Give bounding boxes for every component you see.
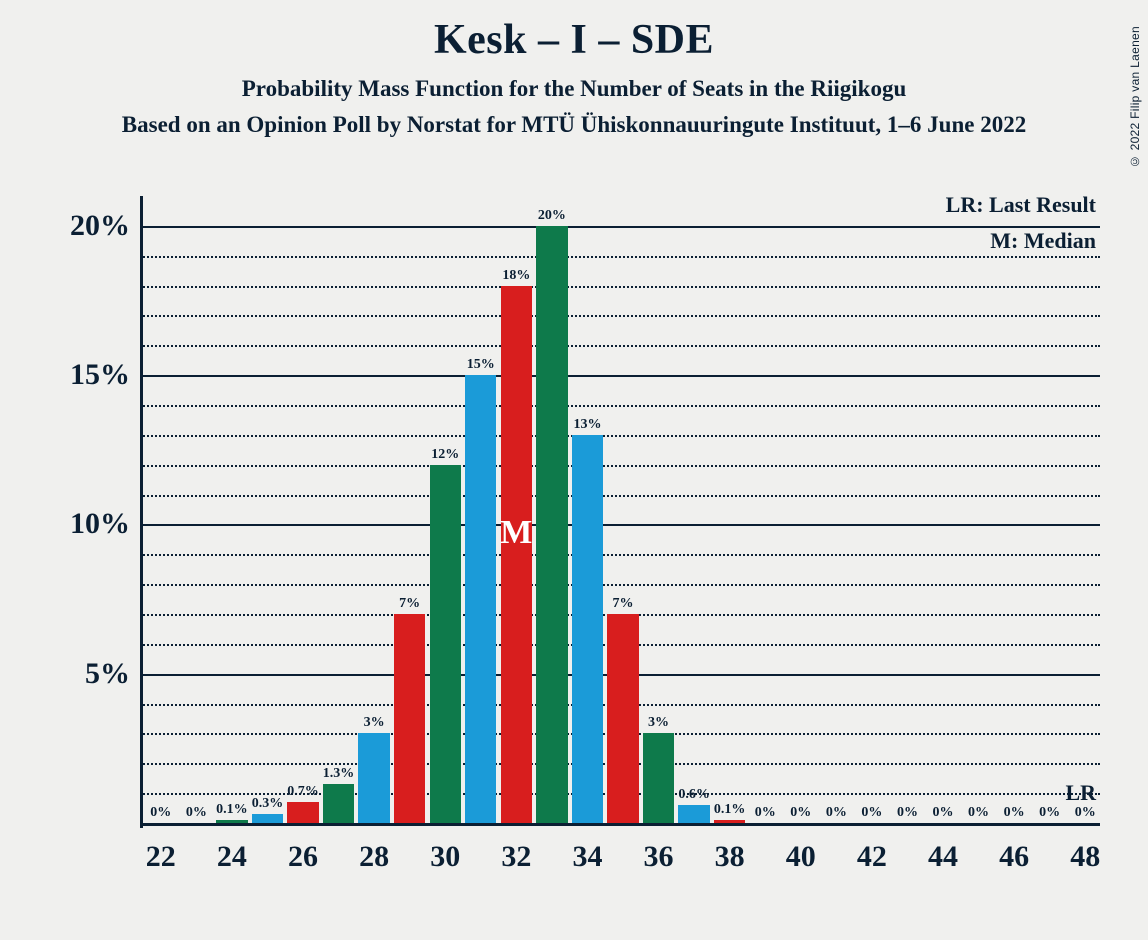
bar-value-label: 0% <box>826 805 847 821</box>
x-tick-label: 26 <box>288 840 318 874</box>
bar-value-label: 12% <box>431 447 459 463</box>
chart-title: Kesk – I – SDE <box>0 16 1148 64</box>
x-tick-label: 22 <box>146 840 176 874</box>
bar <box>287 802 318 823</box>
bar-value-label: 18% <box>502 268 530 284</box>
gridline-minor <box>140 584 1100 586</box>
gridline-minor <box>140 286 1100 288</box>
bar-value-label: 0% <box>186 805 207 821</box>
x-tick-label: 48 <box>1070 840 1100 874</box>
x-tick-label: 28 <box>359 840 389 874</box>
bar-value-label: 7% <box>399 596 420 612</box>
legend-lr-short: LR <box>1065 780 1096 806</box>
bar-value-label: 15% <box>467 357 495 373</box>
bar-value-label: 0.1% <box>216 802 248 818</box>
x-tick-label: 40 <box>786 840 816 874</box>
bar <box>536 226 567 823</box>
y-tick-label: 20% <box>40 209 130 243</box>
gridline-minor <box>140 495 1100 497</box>
bar <box>358 733 389 823</box>
legend-lr-full: LR: Last Result <box>946 192 1096 218</box>
bar-value-label: 0% <box>861 805 882 821</box>
x-tick-label: 46 <box>999 840 1029 874</box>
bar-value-label: 7% <box>613 596 634 612</box>
bar <box>678 805 709 823</box>
gridline-minor <box>140 256 1100 258</box>
gridline-minor <box>140 315 1100 317</box>
gridline-major <box>140 375 1100 377</box>
chart-subtitle2: Based on an Opinion Poll by Norstat for … <box>0 112 1148 138</box>
bar <box>252 814 283 823</box>
bar <box>572 435 603 823</box>
gridline-minor <box>140 554 1100 556</box>
bar-value-label: 1.3% <box>323 766 355 782</box>
legend-m-full: M: Median <box>990 228 1096 254</box>
bar-value-label: 0.3% <box>252 796 284 812</box>
bar <box>501 286 532 823</box>
x-tick-label: 38 <box>715 840 745 874</box>
bar-value-label: 0% <box>897 805 918 821</box>
bar <box>430 465 461 823</box>
x-tick-label: 44 <box>928 840 958 874</box>
bar-value-label: 3% <box>648 715 669 731</box>
bar <box>714 820 745 823</box>
bar-value-label: 0% <box>1039 805 1060 821</box>
bar-value-label: 13% <box>573 417 601 433</box>
gridline-minor <box>140 435 1100 437</box>
bar-value-label: 0% <box>790 805 811 821</box>
median-marker: M <box>500 514 532 552</box>
plot-area: LR: Last Result M: Median 5%10%15%20%222… <box>140 196 1100 826</box>
y-tick-label: 10% <box>40 507 130 541</box>
gridline-minor <box>140 345 1100 347</box>
gridline-major <box>140 524 1100 526</box>
bar-value-label: 0% <box>1004 805 1025 821</box>
y-tick-label: 5% <box>40 657 130 691</box>
bar-value-label: 0.7% <box>287 784 319 800</box>
copyright-text: © 2022 Filip van Laenen <box>1128 26 1142 168</box>
bar <box>323 784 354 823</box>
x-tick-label: 24 <box>217 840 247 874</box>
y-tick-label: 15% <box>40 358 130 392</box>
x-tick-label: 30 <box>430 840 460 874</box>
bar-value-label: 0% <box>933 805 954 821</box>
x-tick-label: 32 <box>501 840 531 874</box>
x-tick-label: 36 <box>644 840 674 874</box>
bar-value-label: 0.6% <box>678 787 710 803</box>
bar-value-label: 0% <box>1075 805 1096 821</box>
bar-value-label: 0% <box>968 805 989 821</box>
bar-value-label: 0% <box>755 805 776 821</box>
bar <box>643 733 674 823</box>
x-tick-label: 34 <box>572 840 602 874</box>
chart-subtitle: Probability Mass Function for the Number… <box>0 76 1148 102</box>
bar-value-label: 3% <box>364 715 385 731</box>
bar <box>465 375 496 823</box>
gridline-major <box>140 226 1100 228</box>
bar-value-label: 0% <box>150 805 171 821</box>
bar-value-label: 20% <box>538 208 566 224</box>
bar <box>394 614 425 823</box>
gridline-minor <box>140 465 1100 467</box>
x-tick-label: 42 <box>857 840 887 874</box>
plot-wrap: LR: Last Result M: Median 5% 10% 15% 20% 22 2… <box>40 186 1108 886</box>
x-axis-line <box>140 823 1100 826</box>
bar <box>216 820 247 823</box>
bar-value-label: 0.1% <box>714 802 746 818</box>
bar <box>607 614 638 823</box>
gridline-minor <box>140 405 1100 407</box>
